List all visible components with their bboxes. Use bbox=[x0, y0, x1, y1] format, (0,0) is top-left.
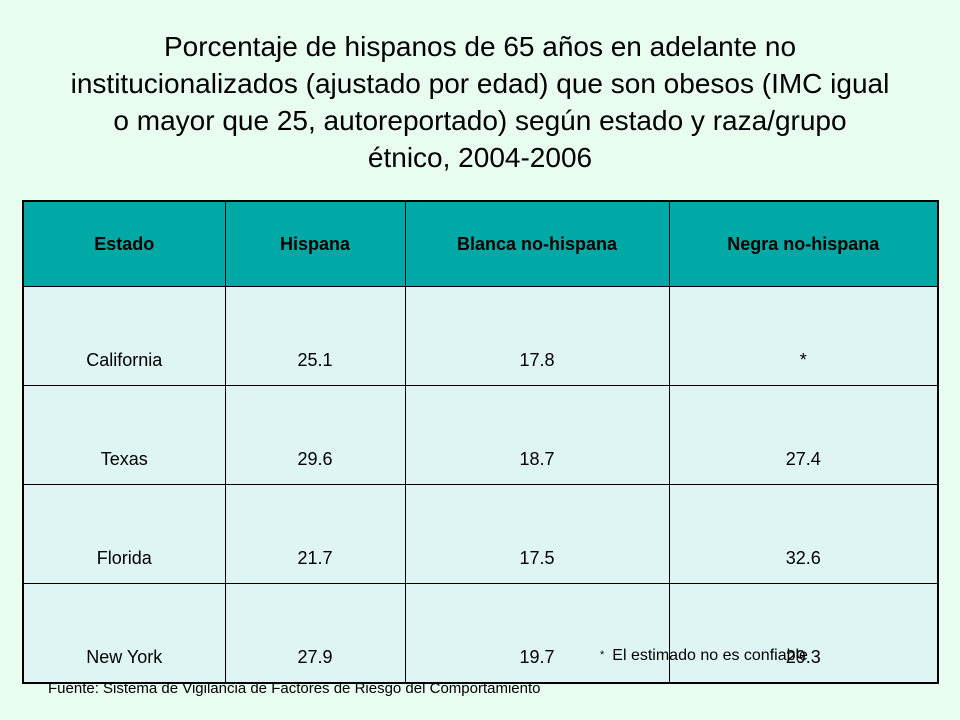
table-cell: 18.7 bbox=[404, 385, 670, 485]
table-cell: 21.7 bbox=[224, 484, 406, 584]
title-line: institucionalizados (ajustado por edad) … bbox=[70, 68, 890, 99]
title-line: étnico, 2004-2006 bbox=[367, 142, 593, 173]
page-title: Porcentaje de hispanos de 65 años en ade… bbox=[0, 28, 960, 176]
table-cell: 29.3 bbox=[668, 583, 939, 684]
source-note: Fuente: Sistema de Vigilancia de Factore… bbox=[48, 680, 541, 697]
column-header-estado: Estado bbox=[22, 200, 226, 287]
table-cell: 19.7 bbox=[404, 583, 670, 684]
table-cell: New York bbox=[22, 583, 226, 684]
column-header-negra: Negra no-hispana bbox=[668, 200, 939, 287]
table-cell: 27.4 bbox=[668, 385, 939, 485]
table-cell: 17.5 bbox=[404, 484, 670, 584]
table-cell: 32.6 bbox=[668, 484, 939, 584]
table-cell: 17.8 bbox=[404, 286, 670, 386]
table-cell: Texas bbox=[22, 385, 226, 485]
column-header-hispana: Hispana bbox=[224, 200, 406, 287]
table-cell: 29.6 bbox=[224, 385, 406, 485]
title-line: o mayor que 25, autoreportado) según est… bbox=[113, 105, 847, 136]
title-line: Porcentaje de hispanos de 65 años en ade… bbox=[163, 31, 797, 62]
column-header-blanca: Blanca no-hispana bbox=[404, 200, 670, 287]
obesity-table: Estado Hispana Blanca no-hispana Negra n… bbox=[22, 200, 939, 684]
table-header-row: Estado Hispana Blanca no-hispana Negra n… bbox=[22, 200, 939, 287]
footnote-text: El estimado no es confiable bbox=[612, 647, 808, 664]
table-cell: 25.1 bbox=[224, 286, 406, 386]
table-cell: 27.9 bbox=[224, 583, 406, 684]
table-row: Florida 21.7 17.5 32.6 bbox=[22, 484, 939, 584]
table-cell: Florida bbox=[22, 484, 226, 584]
table-cell: California bbox=[22, 286, 226, 386]
table-row: Texas 29.6 18.7 27.4 bbox=[22, 385, 939, 485]
table-row: New York 27.9 19.7 29.3 bbox=[22, 583, 939, 684]
table-row: California 25.1 17.8 * bbox=[22, 286, 939, 386]
table-cell: * bbox=[668, 286, 939, 386]
footnote-marker: * bbox=[600, 649, 605, 661]
footnote: * El estimado no es confiable bbox=[600, 647, 808, 665]
